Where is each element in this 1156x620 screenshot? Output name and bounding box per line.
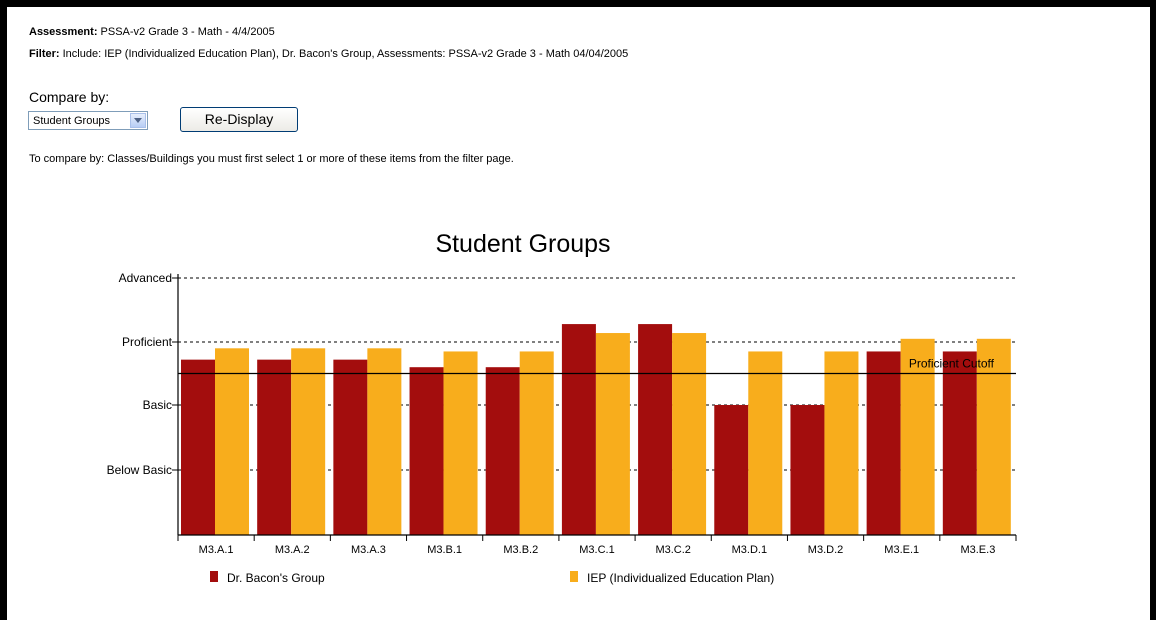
compare-by-label: Compare by: bbox=[29, 89, 110, 105]
legend-swatch-iep bbox=[570, 571, 578, 582]
bar-dr-bacons-group bbox=[561, 324, 596, 535]
compare-by-select[interactable]: Student Groups bbox=[28, 111, 148, 130]
x-tick-label: M3.A.2 bbox=[275, 544, 310, 556]
bar-dr-bacons-group bbox=[181, 359, 215, 535]
chart-title: Student Groups bbox=[435, 230, 610, 258]
bar-dr-bacons-group bbox=[866, 351, 901, 535]
filter-value: Include: IEP (Individualized Education P… bbox=[59, 48, 629, 60]
y-tick-label: Below Basic bbox=[107, 463, 172, 477]
compare-by-selected-value: Student Groups bbox=[33, 115, 111, 127]
x-tick-label: M3.C.1 bbox=[579, 544, 614, 556]
y-tick-label: Basic bbox=[143, 398, 172, 412]
bar-dr-bacons-group bbox=[333, 359, 368, 535]
legend-label: Dr. Bacon's Group bbox=[227, 571, 325, 585]
bar-iep bbox=[443, 351, 478, 535]
window-frame-left bbox=[0, 0, 7, 620]
x-tick-label: M3.C.2 bbox=[655, 544, 690, 556]
window-frame-right bbox=[1150, 0, 1156, 620]
x-tick-label: M3.A.3 bbox=[351, 544, 386, 556]
bar-dr-bacons-group bbox=[714, 405, 749, 535]
bar-iep bbox=[976, 338, 1011, 535]
assessment-label: Assessment: bbox=[29, 26, 98, 38]
filter-label: Filter: bbox=[29, 48, 60, 60]
window-frame-top bbox=[0, 0, 1156, 7]
bar-iep bbox=[824, 351, 859, 535]
bar-iep bbox=[595, 333, 630, 535]
y-tick-label: Proficient bbox=[122, 335, 173, 349]
x-tick-label: M3.B.2 bbox=[503, 544, 538, 556]
filter-line: Filter: Include: IEP (Individualized Edu… bbox=[29, 48, 628, 60]
proficient-cutoff-label: Proficient Cutoff bbox=[909, 357, 995, 371]
x-tick-label: M3.B.1 bbox=[427, 544, 462, 556]
x-tick-label: M3.D.1 bbox=[732, 544, 767, 556]
bar-iep bbox=[748, 351, 783, 535]
x-tick-label: M3.A.1 bbox=[199, 544, 234, 556]
x-tick-label: M3.E.3 bbox=[960, 544, 995, 556]
bar-iep bbox=[672, 333, 707, 535]
legend-label: IEP (Individualized Education Plan) bbox=[587, 571, 774, 585]
bar-iep bbox=[900, 338, 935, 535]
chevron-down-icon[interactable] bbox=[130, 113, 146, 128]
bar-iep bbox=[367, 348, 402, 535]
redisplay-button[interactable]: Re-Display bbox=[180, 107, 298, 132]
bar-dr-bacons-group bbox=[942, 351, 977, 535]
assessment-value: PSSA-v2 Grade 3 - Math - 4/4/2005 bbox=[97, 26, 275, 38]
x-tick-label: M3.D.2 bbox=[808, 544, 843, 556]
bar-iep bbox=[519, 351, 554, 535]
bar-dr-bacons-group bbox=[409, 367, 444, 535]
bar-dr-bacons-group bbox=[485, 367, 520, 535]
bar-iep bbox=[291, 348, 326, 535]
compare-note: To compare by: Classes/Buildings you mus… bbox=[29, 153, 514, 165]
bar-dr-bacons-group bbox=[638, 324, 673, 535]
bar-dr-bacons-group bbox=[257, 359, 292, 535]
legend-swatch-dr-bacons-group bbox=[210, 571, 218, 582]
assessment-line: Assessment: PSSA-v2 Grade 3 - Math - 4/4… bbox=[29, 26, 275, 38]
x-tick-label: M3.E.1 bbox=[884, 544, 919, 556]
y-tick-label: Advanced bbox=[119, 271, 172, 285]
bar-dr-bacons-group bbox=[790, 405, 825, 535]
bar-iep bbox=[215, 348, 249, 535]
